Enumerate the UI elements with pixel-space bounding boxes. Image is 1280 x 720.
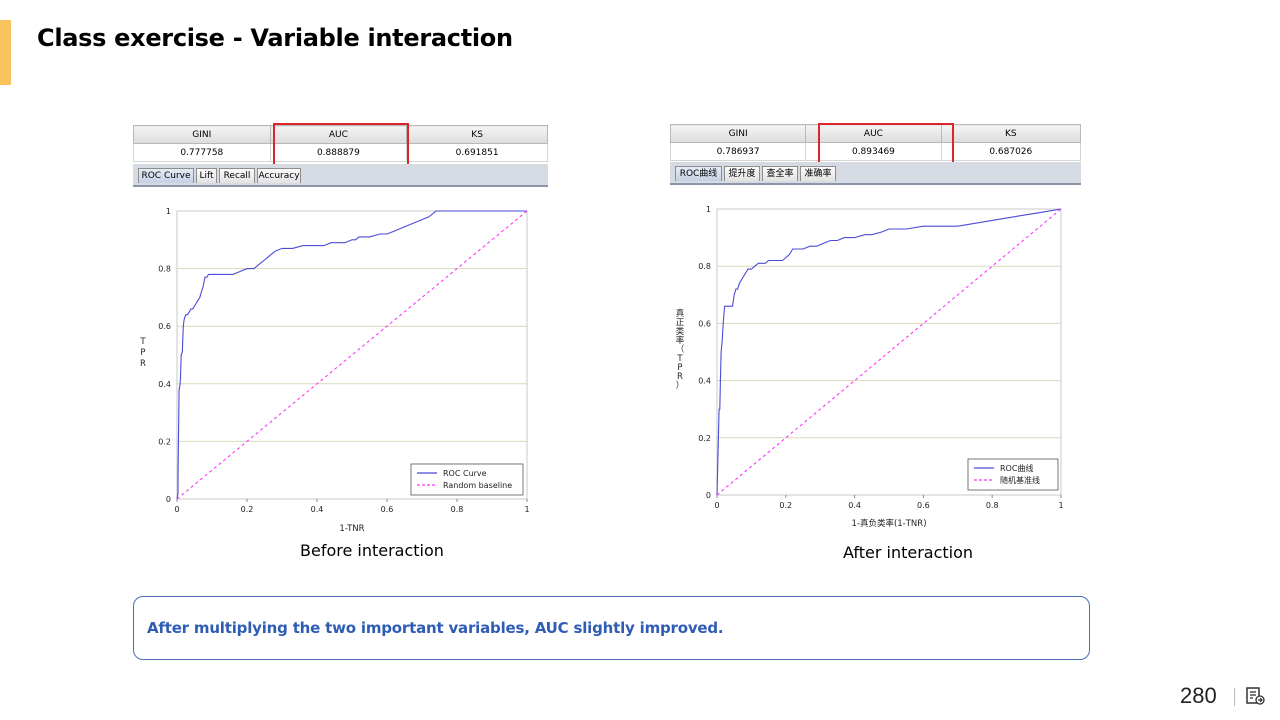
y-tick-label: 0.6 — [698, 319, 711, 328]
legend-box — [410, 463, 524, 496]
after-auc-header[interactable]: AUC — [805, 124, 942, 143]
y-tick-label: 0.8 — [698, 262, 711, 271]
x-tick-label: 0.6 — [917, 501, 930, 510]
tab-lift[interactable]: Lift — [196, 168, 217, 183]
x-tick-label: 0 — [174, 505, 179, 514]
legend-label: ROC曲线 — [1000, 463, 1033, 473]
y-tick-label: 1 — [706, 205, 711, 214]
after-auc-highlight — [818, 123, 954, 166]
after-tabstrip: ROC曲线 提升度 查全率 准确率 — [670, 162, 1081, 185]
after-ks-value: 0.687026 — [940, 142, 1082, 161]
conclusion-text: After multiplying the two important vari… — [147, 619, 724, 637]
tab-roc-curve[interactable]: ROC Curve — [138, 168, 194, 183]
y-axis-label: 真正类率（ T P R） — [676, 308, 685, 391]
x-tick-label: 0 — [714, 501, 719, 510]
conclusion-box: After multiplying the two important vari… — [133, 596, 1090, 660]
legend-label: Random baseline — [443, 481, 512, 490]
before-auc-header[interactable]: AUC — [269, 125, 408, 144]
before-tabstrip: ROC Curve Lift Recall Accuracy — [133, 164, 548, 187]
before-ks-header[interactable]: KS — [406, 125, 548, 144]
x-tick-label: 0.8 — [986, 501, 999, 510]
footer-divider — [1234, 688, 1235, 706]
y-tick-label: 0.2 — [698, 434, 711, 443]
x-tick-label: 0.6 — [381, 505, 394, 514]
after-ks-header[interactable]: KS — [940, 124, 1082, 143]
x-axis-label: 1-真负类率(1-TNR) — [851, 518, 926, 529]
after-gini-header[interactable]: GINI — [669, 124, 807, 143]
x-tick-label: 0.4 — [311, 505, 324, 514]
after-stats-table: GINI AUC KS 0.786937 0.893469 0.687026 — [669, 124, 1082, 161]
roc-curve-line — [716, 208, 1062, 496]
roc-curve-line — [176, 210, 527, 500]
x-tick-label: 0.8 — [451, 505, 464, 514]
legend-label: 随机基准线 — [1000, 475, 1040, 485]
before-roc-chart: 0 0.2 0.4 0.6 0.8 1 0 0.2 0.4 0.6 0.8 1 1-TNR T P R ROC … — [139, 207, 529, 534]
slide-title: Class exercise - Variable interaction — [37, 24, 513, 52]
before-stats-table: GINI AUC KS 0.777758 0.888879 0.691851 — [133, 125, 548, 162]
tab-roc-curve-cn[interactable]: ROC曲线 — [675, 166, 722, 181]
legend-label: ROC Curve — [443, 469, 487, 478]
y-tick-label: 1 — [166, 207, 171, 216]
before-auc-highlight — [273, 123, 409, 166]
random-baseline-line — [716, 208, 1062, 496]
x-tick-label: 0.4 — [848, 501, 861, 510]
title-accent-bar — [0, 20, 11, 85]
x-tick-label: 1 — [524, 505, 529, 514]
y-tick-label: 0.8 — [158, 265, 171, 274]
tab-recall[interactable]: Recall — [219, 168, 255, 183]
tab-accuracy[interactable]: Accuracy — [257, 168, 301, 183]
before-gini-header[interactable]: GINI — [133, 125, 271, 144]
y-tick-label: 0.4 — [158, 380, 171, 389]
x-tick-label: 0.2 — [779, 501, 792, 510]
page-number: 280 — [1180, 683, 1217, 708]
plot-frame — [176, 210, 528, 500]
after-caption: After interaction — [843, 543, 974, 562]
x-axis-label: 1-TNR — [339, 524, 364, 534]
tab-recall-cn[interactable]: 查全率 — [762, 166, 798, 181]
x-tick-label: 0.2 — [241, 505, 254, 514]
before-gini-value: 0.777758 — [133, 143, 271, 162]
legend-box — [967, 458, 1059, 491]
y-tick-label: 0 — [166, 495, 171, 504]
y-tick-label: 0.6 — [158, 322, 171, 331]
y-tick-label: 0 — [706, 491, 711, 500]
y-tick-label: 0.2 — [158, 437, 171, 446]
after-roc-chart: 0 0.2 0.4 0.6 0.8 1 0 0.2 0.4 0.6 0.8 1 1-真负类率(1-TNR… — [676, 205, 1064, 529]
before-auc-value: 0.888879 — [269, 143, 408, 162]
after-gini-value: 0.786937 — [669, 142, 807, 161]
tab-accuracy-cn[interactable]: 准确率 — [800, 166, 836, 181]
after-auc-value: 0.893469 — [805, 142, 942, 161]
x-tick-label: 1 — [1058, 501, 1063, 510]
y-tick-label: 0.4 — [698, 377, 711, 386]
before-ks-value: 0.691851 — [406, 143, 548, 162]
before-caption: Before interaction — [300, 541, 444, 560]
tab-lift-cn[interactable]: 提升度 — [724, 166, 760, 181]
document-icon[interactable] — [1245, 686, 1265, 706]
